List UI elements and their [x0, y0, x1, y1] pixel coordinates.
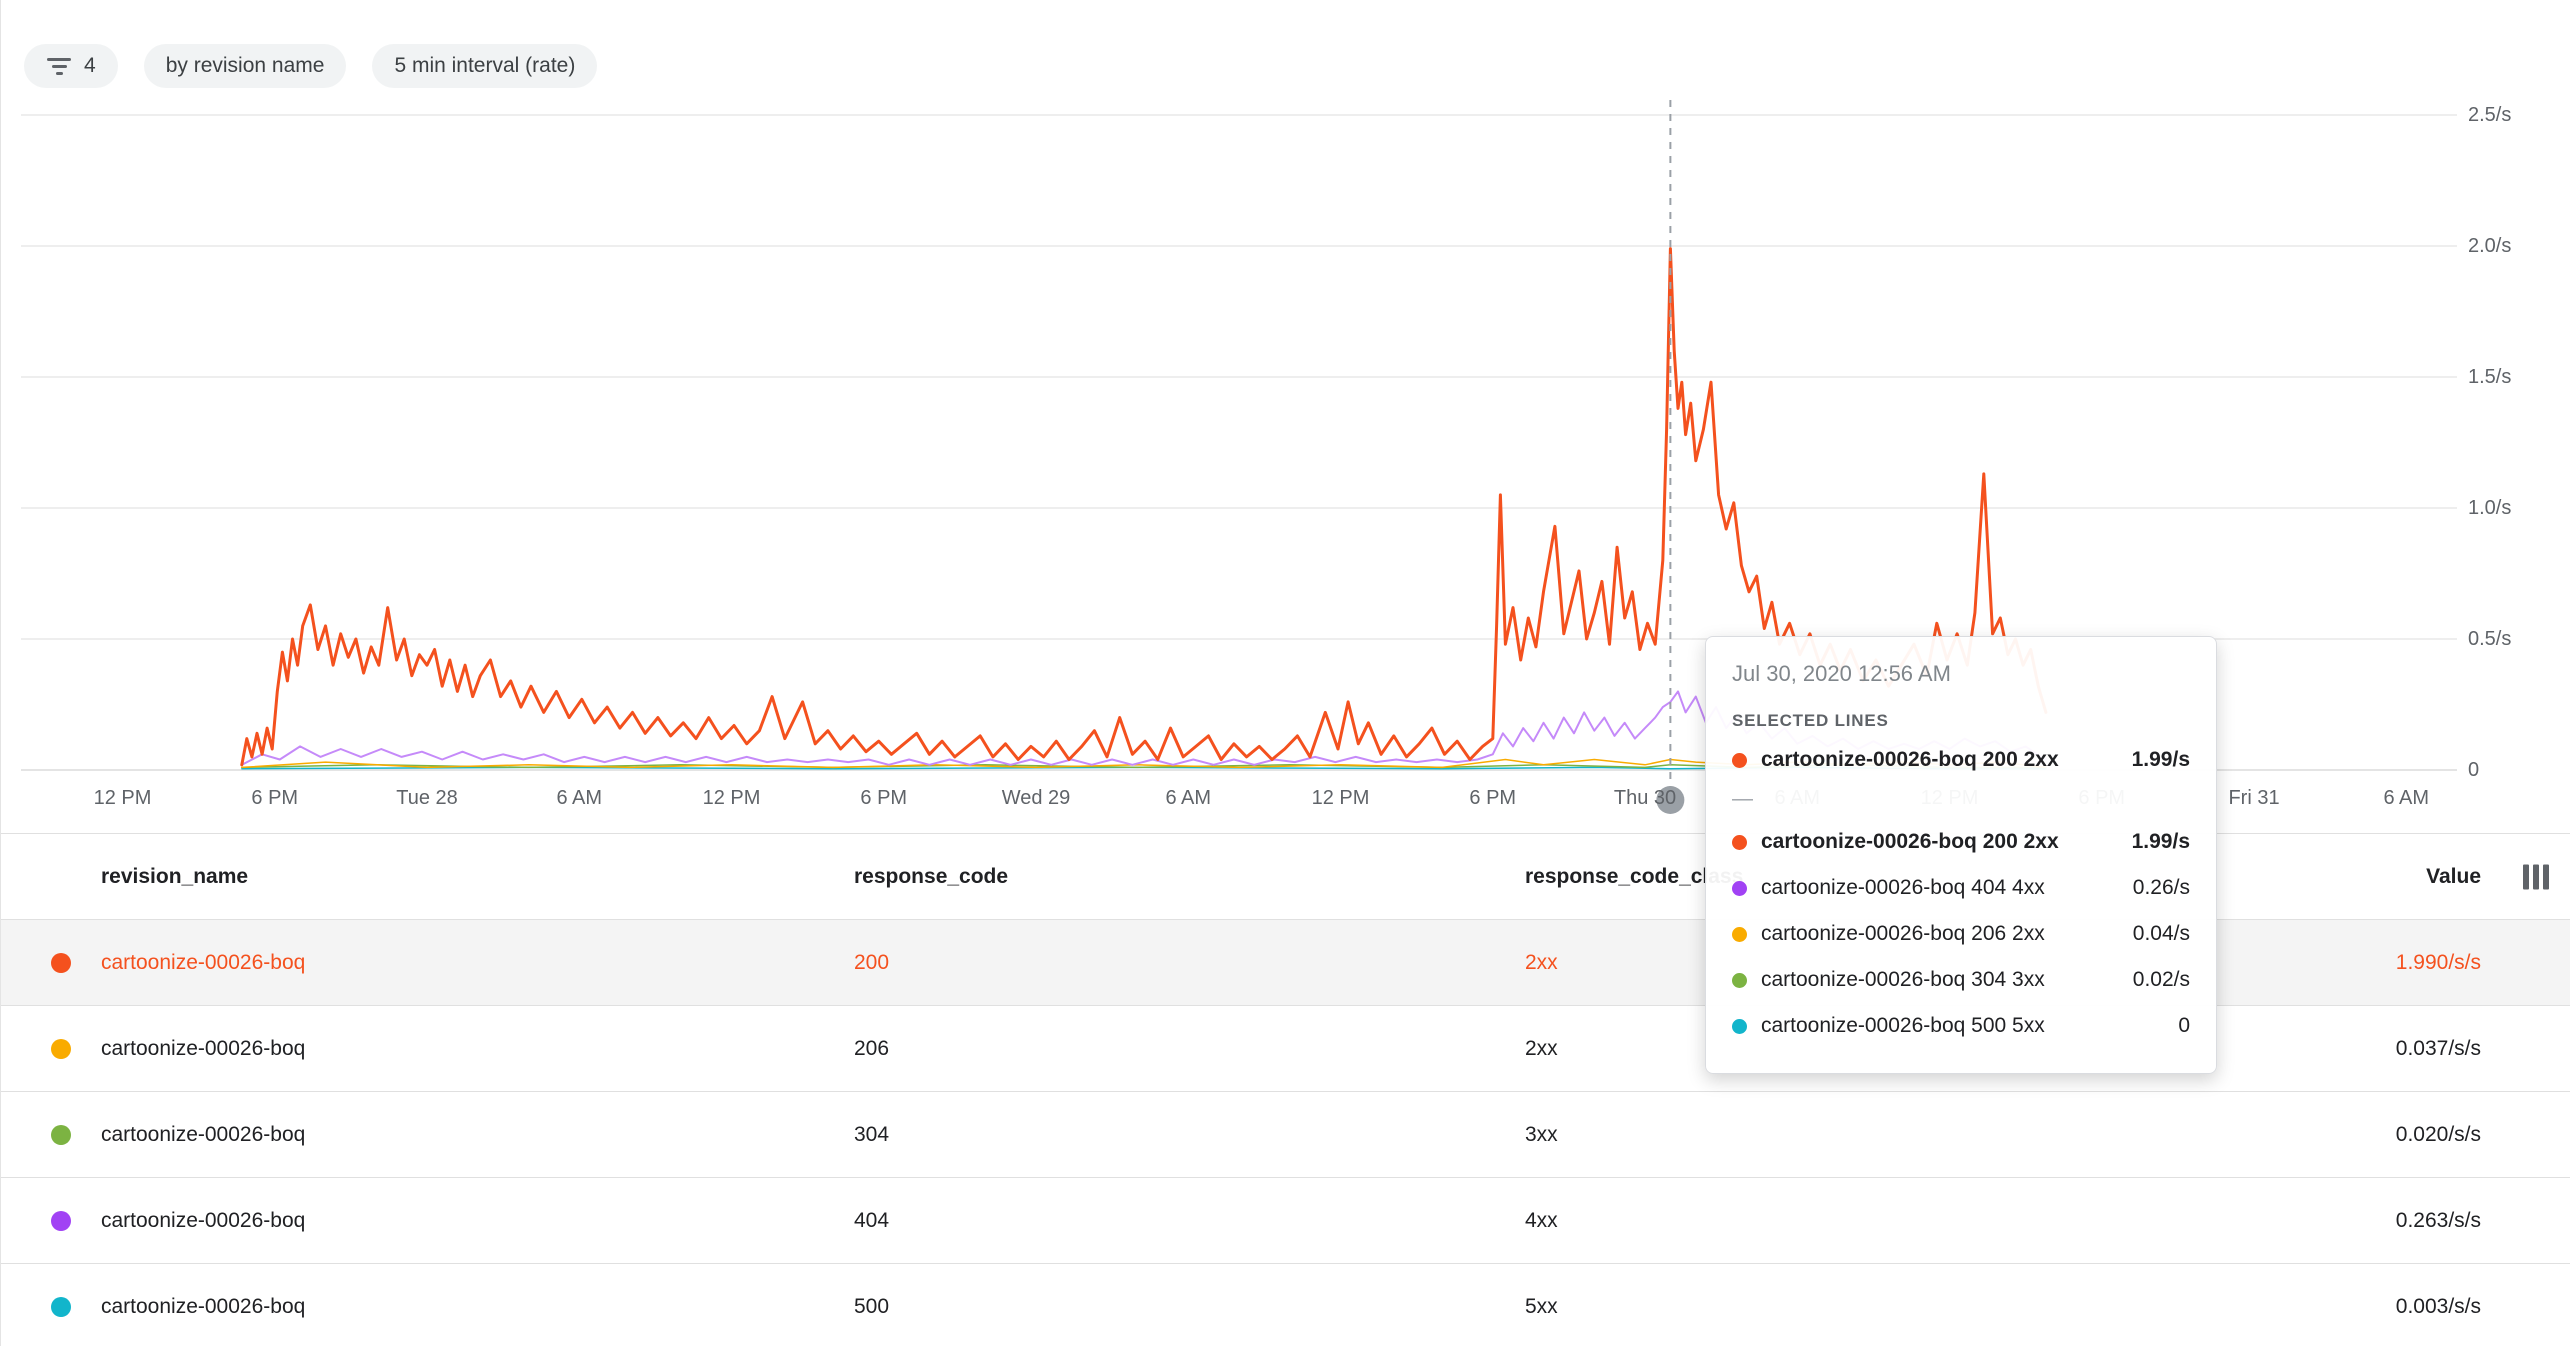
tooltip-selected-row: cartoonize-00026-boq 200 2xx 1.99/s — [1732, 737, 2190, 783]
tooltip-selected-name: cartoonize-00026-boq 200 2xx — [1761, 748, 2059, 771]
cell-response-code: 200 — [854, 950, 890, 974]
filter-count-label: 4 — [84, 54, 96, 77]
interval-label: 5 min interval (rate) — [394, 54, 576, 77]
cell-response-code-class: 3xx — [1525, 1122, 1558, 1146]
y-axis-label: 1.0/s — [2468, 497, 2512, 519]
legend-dot — [1732, 926, 1747, 942]
filter-icon — [46, 56, 72, 77]
tooltip-lines-list: cartoonize-00026-boq 200 2xx 1.99/s cartoo… — [1732, 819, 2190, 1049]
x-axis-label: 12 PM — [702, 787, 761, 809]
y-axis-label: 2.0/s — [2468, 235, 2512, 257]
legend-dot — [1732, 834, 1747, 850]
cell-response-code: 500 — [854, 1294, 890, 1318]
x-axis-label: 6 AM — [556, 787, 603, 809]
y-axis-label: 1.5/s — [2468, 366, 2512, 388]
series-line — [240, 247, 2048, 767]
cell-response-code-class: 5xx — [1525, 1294, 1558, 1318]
cell-response-code: 206 — [854, 1036, 890, 1060]
cell-response-code: 404 — [854, 1208, 890, 1232]
tooltip-line-value: 0.04/s — [2132, 922, 2190, 945]
tooltip-line-value: 0.26/s — [2132, 876, 2190, 899]
x-axis-label: 6 PM — [860, 787, 908, 809]
tooltip-line-row: cartoonize-00026-boq 200 2xx 1.99/s — [1732, 819, 2190, 865]
table-header: revision_name response_code response_cod… — [1, 834, 2570, 919]
table-row[interactable]: cartoonize-00026-boq 206 2xx 0.037/s/s — [1, 1005, 2570, 1091]
cell-response-code-class: 2xx — [1525, 950, 1558, 974]
tooltip-line-row: cartoonize-00026-boq 206 2xx 0.04/s — [1732, 911, 2190, 957]
column-settings-icon[interactable] — [2523, 864, 2549, 889]
cell-revision-name: cartoonize-00026-boq — [101, 1122, 306, 1146]
metrics-chart[interactable]: 2.5/s 2.0/s 1.5/s 1.0/s 0.5/s 0 12 PM 6 PM Tue … — [1, 0, 2570, 832]
series-color-dot — [51, 1038, 71, 1059]
tooltip-line-name: cartoonize-00026-boq 500 5xx — [1761, 1014, 2045, 1037]
cell-revision-name: cartoonize-00026-boq — [101, 1294, 306, 1318]
selection-handle[interactable] — [1656, 786, 1685, 814]
tooltip-line-name: cartoonize-00026-boq 206 2xx — [1761, 922, 2045, 945]
tooltip-timestamp: Jul 30, 2020 12:56 AM — [1732, 661, 1951, 686]
table-row[interactable]: cartoonize-00026-boq 500 5xx 0.003/s/s — [1, 1263, 2570, 1346]
tooltip-line-row: cartoonize-00026-boq 304 3xx 0.02/s — [1732, 957, 2190, 1003]
x-axis-label: Thu 30 — [1613, 787, 1677, 809]
cell-response-code: 304 — [854, 1122, 890, 1146]
x-axis-label: 12 PM — [1311, 787, 1370, 809]
cell-revision-name: cartoonize-00026-boq — [101, 950, 306, 974]
chart-tooltip: Jul 30, 2020 12:56 AM SELECTED LINES car… — [1705, 636, 2217, 1074]
y-axis-label: 0.5/s — [2468, 628, 2512, 650]
tooltip-selected-value: 1.99/s — [2131, 748, 2190, 771]
tooltip-line-row: cartoonize-00026-boq 500 5xx 0 — [1732, 1003, 2190, 1049]
cell-revision-name: cartoonize-00026-boq — [101, 1036, 306, 1060]
x-axis-label: 6 PM — [1469, 787, 1517, 809]
tooltip-line-name: cartoonize-00026-boq 200 2xx — [1761, 830, 2059, 853]
legend-dot — [1732, 972, 1747, 988]
x-axis-label: Wed 29 — [1001, 787, 1071, 809]
y-axis-label: 0 — [2468, 759, 2480, 781]
tooltip-divider: — — [1732, 787, 1753, 810]
series-color-dot — [51, 1210, 71, 1231]
tooltip-line-row: cartoonize-00026-boq 404 4xx 0.26/s — [1732, 865, 2190, 911]
series-color-dot — [51, 1296, 71, 1317]
cell-value: 1.990/s/s — [2395, 950, 2481, 974]
cell-value: 0.003/s/s — [2395, 1294, 2481, 1318]
tooltip-line-value: 0 — [2178, 1014, 2190, 1037]
series-color-dot — [51, 1124, 71, 1145]
x-axis-label: Fri 31 — [2228, 787, 2280, 809]
tooltip-section-label: SELECTED LINES — [1732, 711, 1889, 730]
cell-revision-name: cartoonize-00026-boq — [101, 1208, 306, 1232]
x-axis-label: 6 PM — [251, 787, 299, 809]
group-by-label: by revision name — [165, 54, 325, 77]
cell-response-code-class: 2xx — [1525, 1036, 1558, 1060]
y-axis-label: 2.5/s — [2468, 104, 2512, 126]
column-value[interactable]: Value — [2426, 864, 2481, 888]
interval-chip[interactable]: 5 min interval (rate) — [372, 44, 598, 88]
column-revision-name[interactable]: revision_name — [101, 864, 249, 888]
cell-response-code-class: 4xx — [1525, 1208, 1558, 1232]
cell-value: 0.263/s/s — [2395, 1208, 2481, 1232]
cell-value: 0.037/s/s — [2395, 1036, 2481, 1060]
tooltip-line-name: cartoonize-00026-boq 304 3xx — [1761, 968, 2045, 991]
table-row[interactable]: cartoonize-00026-boq 404 4xx 0.263/s/s — [1, 1177, 2570, 1263]
series-color-dot — [51, 952, 71, 973]
filter-count-chip[interactable]: 4 — [24, 44, 118, 88]
legend-dot — [1732, 1018, 1747, 1034]
filter-chip-bar: 4 by revision name 5 min interval (rate) — [24, 44, 598, 88]
column-response-code[interactable]: response_code — [854, 864, 1009, 888]
legend-dot — [1732, 752, 1747, 768]
tooltip-line-name: cartoonize-00026-boq 404 4xx — [1761, 876, 2045, 899]
legend-dot — [1732, 880, 1747, 896]
x-axis-label: 6 AM — [1165, 787, 1212, 809]
group-by-chip[interactable]: by revision name — [143, 44, 347, 88]
tooltip-line-value: 1.99/s — [2131, 830, 2190, 853]
table-row[interactable]: cartoonize-00026-boq 304 3xx 0.020/s/s — [1, 1091, 2570, 1177]
x-axis-label: 6 AM — [2383, 787, 2430, 809]
tooltip-line-value: 0.02/s — [2132, 968, 2190, 991]
x-axis-label: 12 PM — [93, 787, 152, 809]
x-axis-label: Tue 28 — [396, 787, 458, 809]
cell-value: 0.020/s/s — [2395, 1122, 2481, 1146]
column-response-code-class[interactable]: response_code_class — [1525, 864, 1744, 888]
